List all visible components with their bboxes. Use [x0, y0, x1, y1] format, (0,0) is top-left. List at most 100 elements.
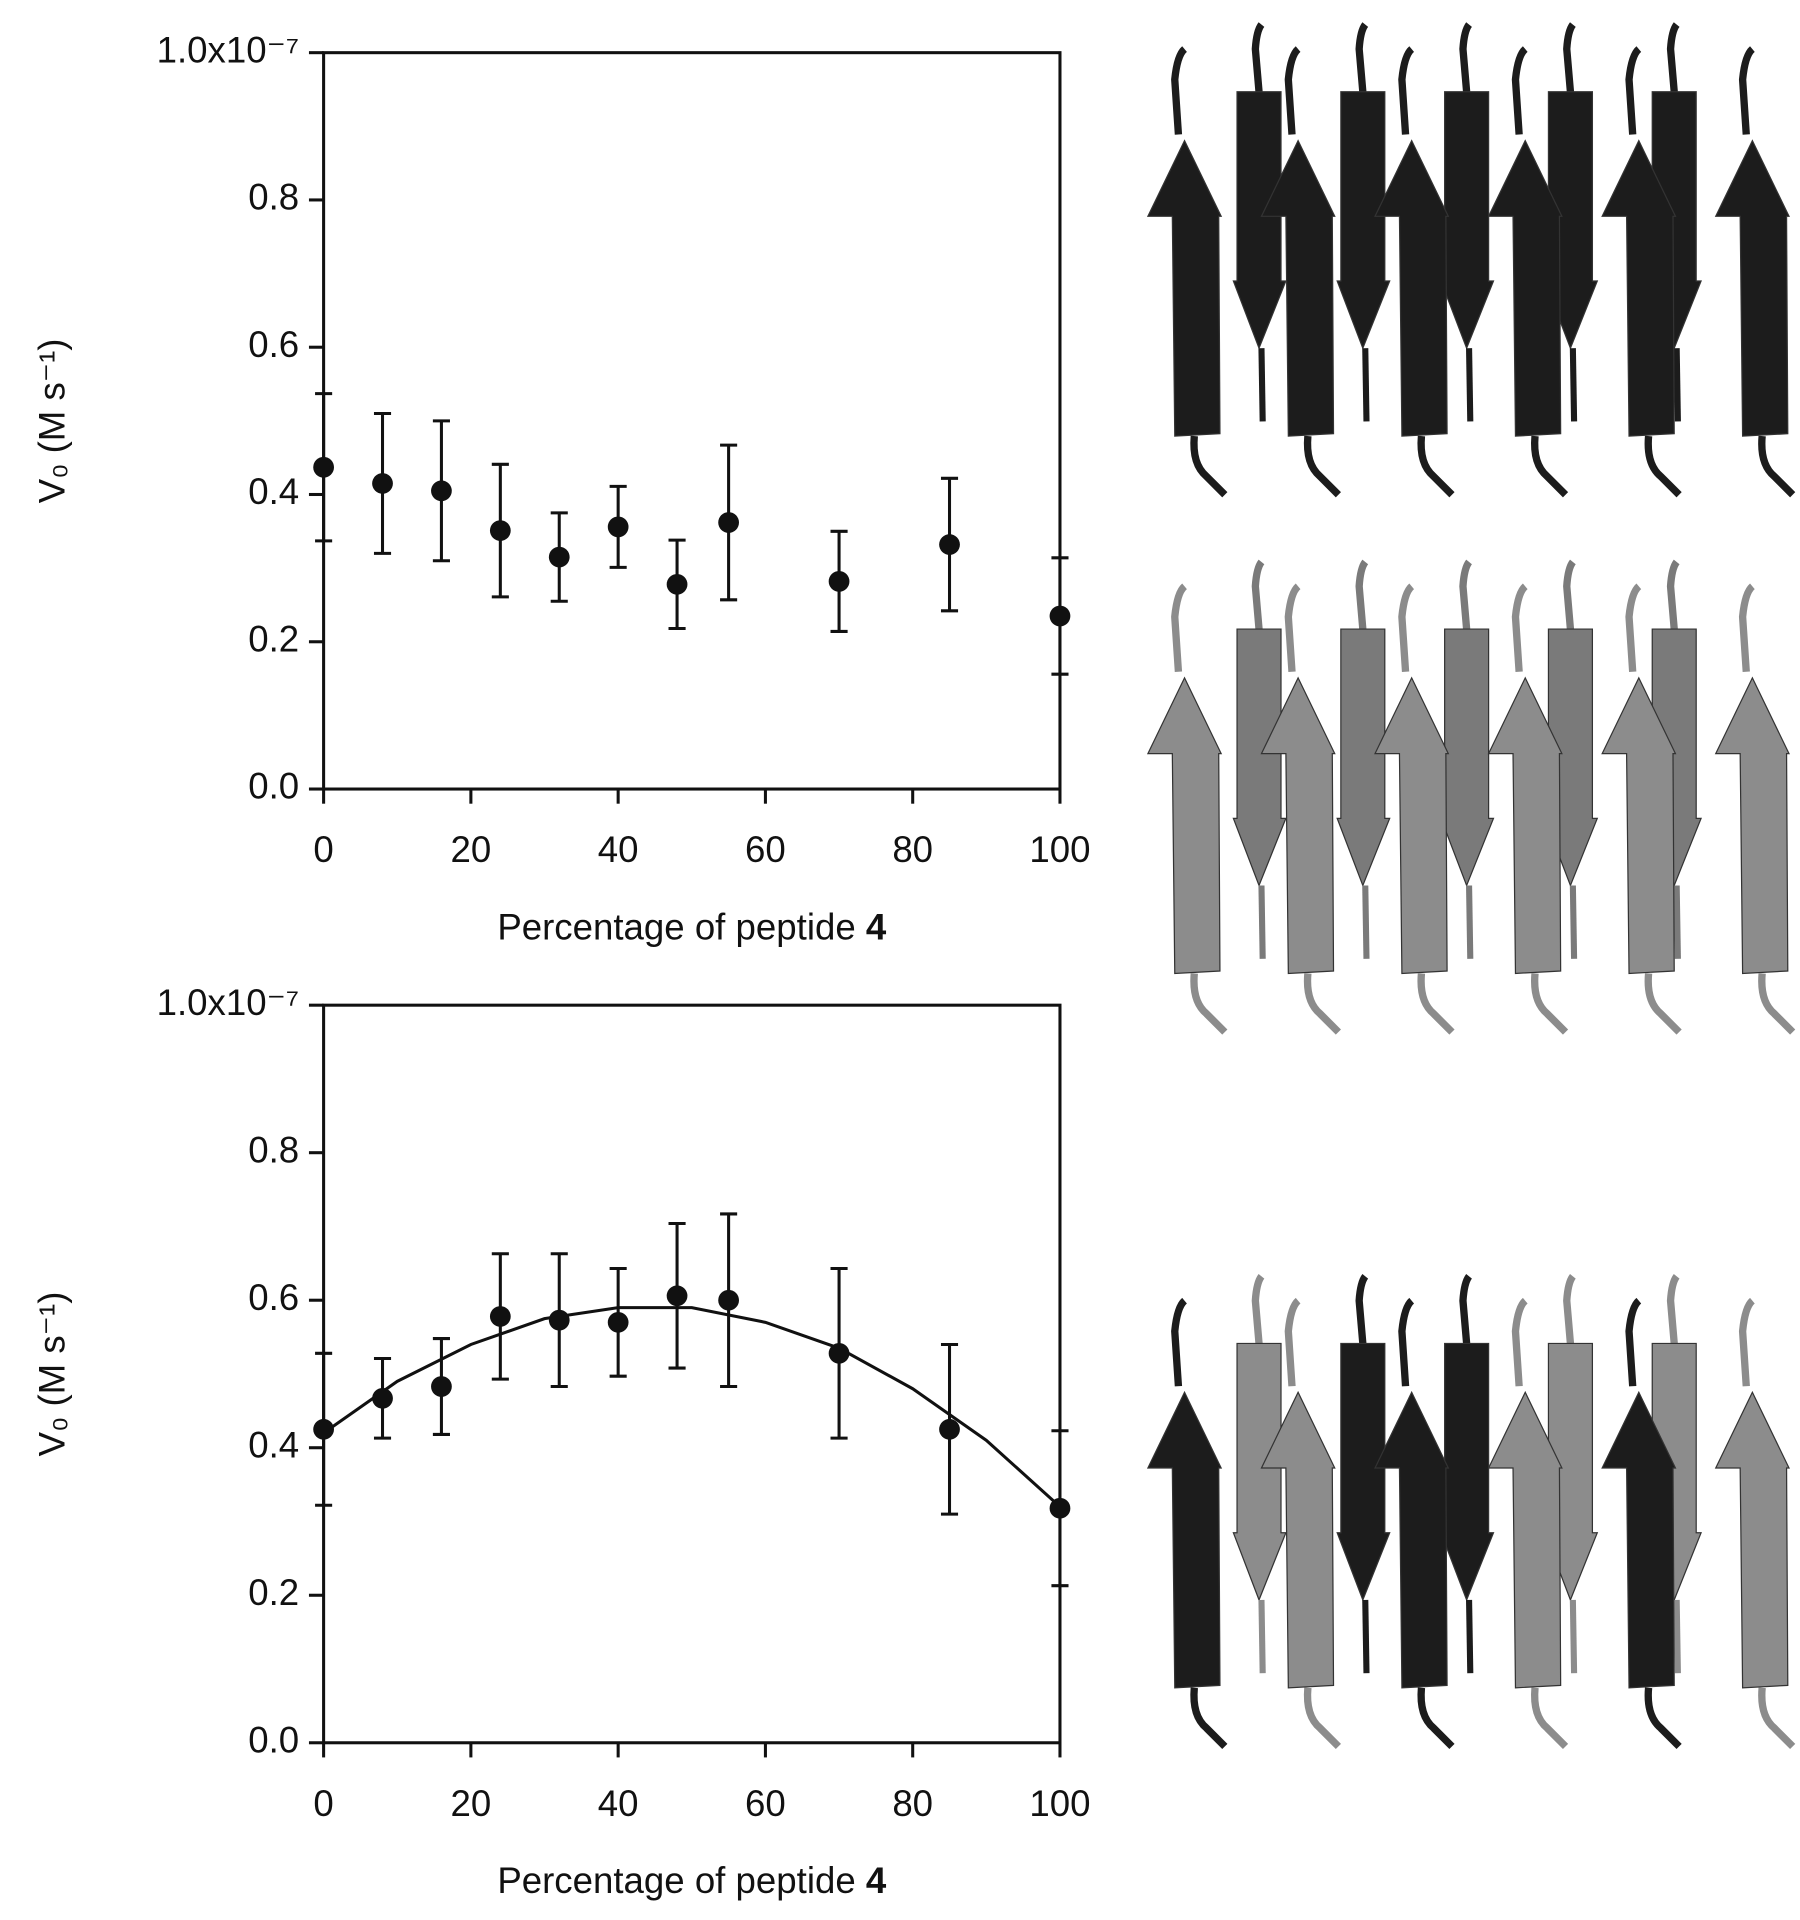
x-axis-label: Percentage of peptide 4	[497, 1860, 887, 1901]
y-tick-label: 0.8	[248, 1129, 299, 1170]
y-tick-label: 0.2	[248, 618, 299, 659]
strand-tail	[1355, 559, 1369, 630]
data-point	[548, 1309, 570, 1331]
strand-tail	[1666, 22, 1680, 93]
strand-tail	[1673, 1599, 1681, 1674]
strand-tail	[1258, 885, 1266, 959]
strand-tail	[1190, 435, 1228, 498]
y-tick-label: 0.2	[248, 1572, 299, 1613]
strand-tail	[1625, 1297, 1642, 1387]
data-point	[489, 520, 511, 541]
strand-tail	[1417, 435, 1455, 498]
y-tick-label: 0.6	[248, 324, 299, 365]
strand-tail	[1738, 583, 1755, 673]
x-tick-label: 100	[1029, 1783, 1090, 1824]
strand-tail	[1563, 559, 1576, 630]
strand-tail	[1644, 1687, 1682, 1750]
strand-tail	[1258, 348, 1266, 422]
y-tick-label: 0.4	[248, 1424, 299, 1465]
strand-tail	[1258, 1599, 1266, 1674]
fit-curve	[322, 1306, 1061, 1508]
strand-arrow	[1714, 139, 1790, 437]
x-axis-label-text: Percentage of peptide	[497, 906, 855, 947]
strand-arrow	[1260, 139, 1336, 437]
strand-arrow	[1146, 676, 1223, 975]
data-point	[828, 1342, 850, 1364]
strand-tail	[1251, 1273, 1265, 1344]
data-point	[666, 1285, 688, 1307]
data-point	[939, 534, 960, 555]
x-tick-label: 20	[451, 1783, 492, 1824]
strand-arrow	[1440, 91, 1495, 350]
strand-tail	[1398, 1297, 1415, 1387]
strand-arrow	[1601, 1390, 1677, 1689]
strand-arrow	[1232, 628, 1287, 888]
x-tick-label: 40	[598, 1783, 639, 1824]
strand-tail	[1284, 583, 1301, 673]
strand-tail	[1251, 559, 1265, 630]
data-point	[372, 1387, 393, 1409]
x-axis-label-text: Percentage of peptide	[497, 1860, 855, 1901]
data-point	[1049, 1497, 1071, 1519]
x-tick-label: 60	[745, 829, 786, 870]
strand-arrow	[1336, 1342, 1391, 1602]
strand-tail	[1466, 885, 1474, 959]
strand-tail	[1362, 885, 1370, 959]
x-tick-label: 0	[313, 1783, 333, 1824]
x-tick-label: 60	[745, 1783, 786, 1824]
strand-arrow	[1601, 676, 1677, 975]
data-point	[1049, 605, 1071, 627]
strand-tail	[1666, 1273, 1680, 1344]
strand-tail	[1644, 973, 1682, 1035]
x-tick-label: 40	[598, 829, 639, 870]
strand-arrow	[1714, 1390, 1790, 1689]
x-axis-label-number: 4	[866, 1860, 887, 1901]
strand-arrow	[1232, 1342, 1287, 1602]
strand-tail	[1459, 1273, 1473, 1344]
x-tick-label: 0	[313, 829, 333, 870]
strand-tail	[1171, 583, 1188, 673]
strand-tail	[1466, 348, 1474, 422]
strand-tail	[1531, 435, 1569, 498]
strand-arrow	[1440, 628, 1495, 888]
strand-tail	[1398, 583, 1415, 673]
strand-tail	[1563, 22, 1576, 93]
strand-tail	[1398, 46, 1415, 135]
data-point	[431, 480, 452, 502]
strand-tail	[1569, 885, 1578, 959]
strand-tail	[1355, 1273, 1369, 1344]
strand-arrow	[1374, 139, 1450, 437]
strand-arrow	[1260, 676, 1336, 975]
data-point	[607, 516, 629, 538]
strand-tail	[1666, 559, 1680, 630]
x-tick-label: 80	[892, 829, 933, 870]
strand-arrow	[1487, 676, 1563, 975]
strand-tail	[1625, 583, 1642, 673]
strand-tail	[1738, 46, 1755, 135]
strand-tail	[1417, 973, 1455, 1035]
y-tick-label: 0.6	[248, 1277, 299, 1318]
data-point	[313, 1418, 334, 1440]
strand-arrow	[1601, 139, 1677, 437]
strand-arrow	[1146, 1390, 1223, 1689]
strand-tail	[1569, 348, 1578, 422]
strand-arrow	[1487, 1390, 1563, 1689]
x-axis-label: Percentage of peptide 4	[497, 906, 887, 947]
strand-tail	[1303, 973, 1341, 1035]
strand-tail	[1459, 559, 1473, 630]
strand-tail	[1625, 46, 1642, 135]
strand-tail	[1569, 1599, 1578, 1674]
strand-arrow	[1336, 91, 1391, 350]
strand-tail	[1303, 435, 1341, 498]
y-tick-label: 0.0	[248, 1719, 299, 1760]
strand-arrow	[1440, 1342, 1495, 1602]
strand-arrow	[1374, 1390, 1450, 1689]
strand-tail	[1531, 973, 1569, 1035]
y-tick-label: 1.0x10⁻⁷	[157, 982, 300, 1023]
strand-tail	[1190, 1687, 1228, 1750]
strand-tail	[1171, 1297, 1188, 1387]
strand-tail	[1511, 583, 1528, 673]
strand-arrow	[1374, 676, 1450, 975]
